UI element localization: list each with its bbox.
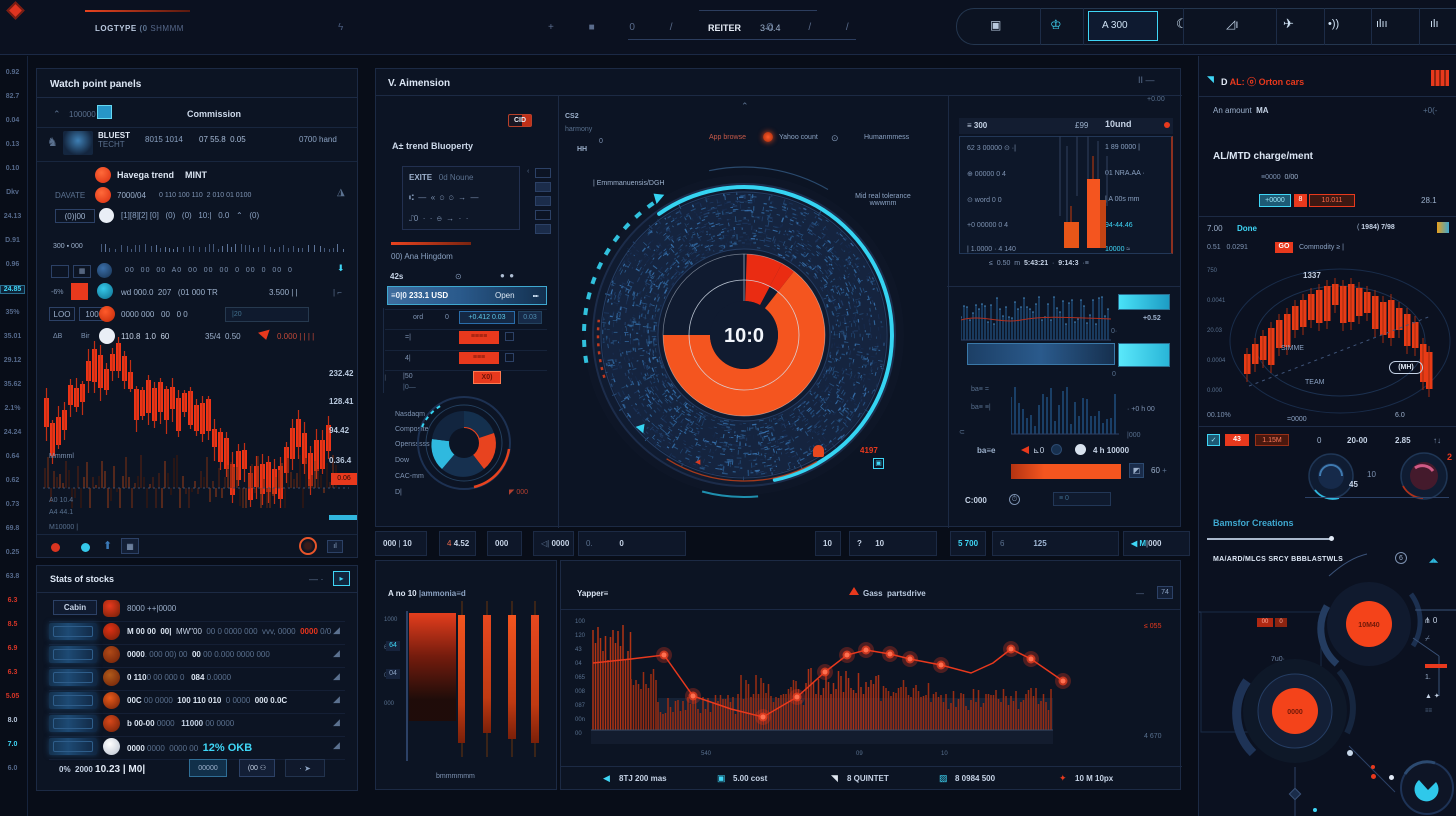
svg-text:10M40: 10M40 [1358, 622, 1380, 629]
svg-text:1337: 1337 [1303, 271, 1321, 280]
svg-text:10:0: 10:0 [724, 325, 764, 347]
svg-text:0000: 0000 [1287, 709, 1303, 716]
svg-text:TEAM: TEAM [1305, 379, 1325, 386]
svg-text:SIMME: SIMME [1281, 345, 1304, 352]
